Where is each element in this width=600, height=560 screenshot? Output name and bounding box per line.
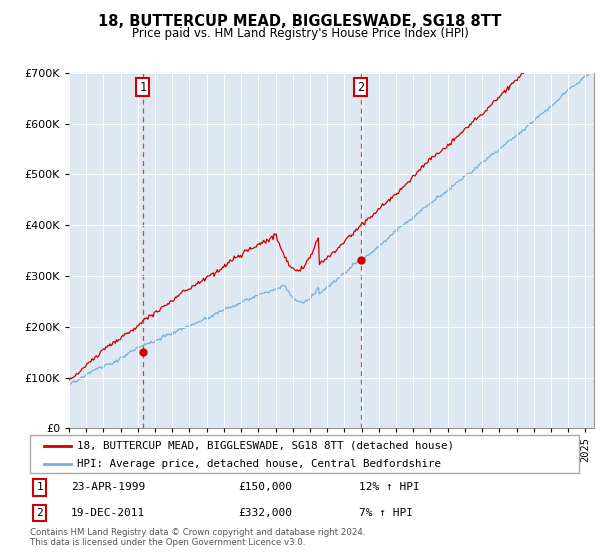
Text: 19-DEC-2011: 19-DEC-2011: [71, 508, 145, 518]
Text: HPI: Average price, detached house, Central Bedfordshire: HPI: Average price, detached house, Cent…: [77, 459, 440, 469]
Text: 2: 2: [358, 81, 364, 94]
Text: 7% ↑ HPI: 7% ↑ HPI: [359, 508, 413, 518]
Text: 2: 2: [37, 508, 43, 518]
Text: 12% ↑ HPI: 12% ↑ HPI: [359, 482, 420, 492]
Text: Contains HM Land Registry data © Crown copyright and database right 2024.
This d: Contains HM Land Registry data © Crown c…: [30, 528, 365, 547]
Text: £150,000: £150,000: [239, 482, 293, 492]
Text: £332,000: £332,000: [239, 508, 293, 518]
Text: Price paid vs. HM Land Registry's House Price Index (HPI): Price paid vs. HM Land Registry's House …: [131, 27, 469, 40]
Text: 18, BUTTERCUP MEAD, BIGGLESWADE, SG18 8TT (detached house): 18, BUTTERCUP MEAD, BIGGLESWADE, SG18 8T…: [77, 441, 454, 451]
Text: 23-APR-1999: 23-APR-1999: [71, 482, 145, 492]
Text: 18, BUTTERCUP MEAD, BIGGLESWADE, SG18 8TT: 18, BUTTERCUP MEAD, BIGGLESWADE, SG18 8T…: [98, 14, 502, 29]
FancyBboxPatch shape: [30, 435, 579, 473]
Text: 1: 1: [139, 81, 146, 94]
Text: 1: 1: [37, 482, 43, 492]
